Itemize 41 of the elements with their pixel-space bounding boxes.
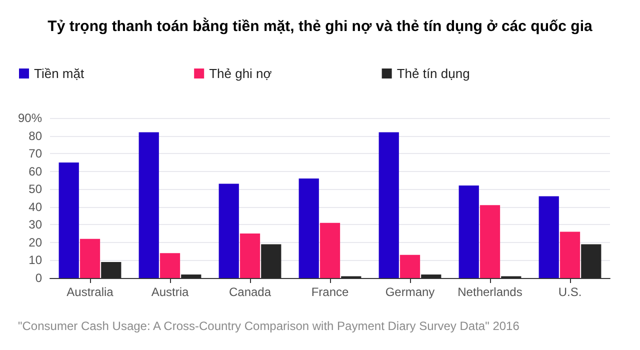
x-tick-label: Austria xyxy=(151,285,189,299)
bar xyxy=(240,234,260,278)
bar xyxy=(80,238,100,278)
x-tick-label: Germany xyxy=(385,285,435,299)
y-tick-label: 10 xyxy=(28,253,42,268)
chart-title: Tỷ trọng thanh toán bằng tiền mặt, thẻ ghi nợ và thẻ tín dụng ở các quốc gia xyxy=(48,17,593,35)
y-tick-label: 40 xyxy=(28,200,42,214)
y-tick-label: 50 xyxy=(28,182,42,196)
bar xyxy=(458,186,479,278)
y-tick-label: 90% xyxy=(18,111,42,125)
legend-label: Tiền mặt xyxy=(34,66,84,81)
bar xyxy=(480,205,500,278)
bar xyxy=(538,196,559,278)
bar xyxy=(138,132,159,278)
bar xyxy=(320,222,340,278)
bar xyxy=(160,253,180,278)
bar xyxy=(218,184,239,278)
bar xyxy=(560,232,580,278)
bar xyxy=(261,244,282,278)
legend-label: Thẻ tín dụng xyxy=(396,66,470,81)
y-tick-label: 20 xyxy=(28,235,42,250)
y-tick-label: 70 xyxy=(28,146,42,161)
bar xyxy=(58,162,79,278)
x-tick-label: Netherlands xyxy=(458,285,522,299)
x-tick-label: U.S. xyxy=(558,285,582,299)
bar xyxy=(181,274,202,278)
bar xyxy=(400,254,420,278)
bar xyxy=(421,274,442,278)
y-tick-label: 80 xyxy=(28,128,42,143)
y-tick-label: 30 xyxy=(28,218,42,232)
y-tick-label: 60 xyxy=(28,164,42,178)
bar xyxy=(581,244,602,278)
bar xyxy=(378,132,399,278)
legend-label: Thẻ ghi nợ xyxy=(209,66,272,81)
x-tick-label: Canada xyxy=(228,285,272,299)
y-tick-label: 0 xyxy=(35,271,42,285)
bar xyxy=(298,178,319,278)
text: "Consumer Cash Usage: A Cross-Country Comparison with Payment Diary Survey Data" 2016 xyxy=(18,319,520,333)
x-tick-label: Australia xyxy=(66,285,114,299)
x-tick-label: France xyxy=(311,285,349,299)
bar xyxy=(101,262,122,278)
